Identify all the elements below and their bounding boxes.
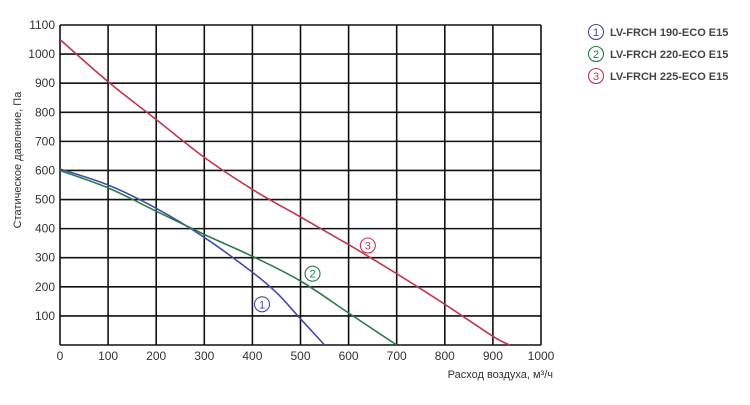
legend: 1 LV-FRCH 190-ECO E15 2 LV-FRCH 220-ECO E15… — [587, 23, 728, 85]
legend-marker-label-1: 1 — [593, 27, 599, 39]
legend-item-3: 3 LV-FRCH 225-ECO E15 — [587, 67, 728, 85]
series-line-2 — [59, 169, 398, 346]
y-tick-label-3: 400 — [35, 222, 55, 236]
y-tick-label-4: 500 — [35, 193, 55, 207]
y-tick-label-9: 1000 — [28, 47, 55, 61]
x-tick-label-8: 800 — [435, 349, 455, 363]
x-tick-label-10: 1000 — [528, 349, 555, 363]
x-tick-label-2: 200 — [146, 349, 166, 363]
y-tick-label-7: 800 — [35, 105, 55, 119]
y-tick-label-10: 1100 — [29, 18, 55, 32]
series-marker-3: 3 — [359, 237, 376, 254]
series-marker-circle-3 — [359, 237, 376, 254]
series-line-3 — [59, 38, 511, 346]
legend-label-3: LV-FRCH 225-ECO E15 — [610, 71, 728, 83]
x-tick-label-0: 0 — [57, 349, 64, 363]
legend-marker-circle-1 — [587, 23, 605, 41]
series-line-1 — [59, 168, 326, 346]
x-tick-label-1: 100 — [98, 349, 118, 363]
series-marker-label-1: 1 — [259, 299, 265, 311]
series-marker-circle-1 — [253, 296, 271, 313]
y-tick-label-5: 600 — [35, 163, 55, 177]
legend-label-1: LV-FRCH 190-ECO E15 — [610, 27, 728, 39]
series-lines — [59, 38, 511, 346]
x-tick-label-7: 700 — [387, 349, 407, 363]
legend-item-2: 2 LV-FRCH 220-ECO E15 — [587, 45, 728, 63]
x-axis-title: Расход воздуха, м³/ч — [448, 369, 553, 381]
series-marker-label-3: 3 — [365, 241, 371, 253]
y-tick-label-0: 100 — [35, 309, 55, 323]
x-tick-label-9: 900 — [483, 349, 503, 363]
tick-labels: 0 100 200 300 400 500 600 700 800 900 1000 100 200 30… — [28, 18, 554, 363]
x-tick-label-5: 500 — [290, 349, 310, 363]
x-tick-label-4: 400 — [242, 349, 262, 363]
y-tick-label-8: 900 — [35, 76, 55, 90]
series-markers: 1 2 3 — [253, 237, 376, 313]
y-tick-label-2: 300 — [35, 251, 55, 265]
legend-marker-circle-3 — [587, 67, 605, 85]
series-marker-label-2: 2 — [309, 269, 315, 281]
legend-item-1: 1 LV-FRCH 190-ECO E15 — [587, 23, 728, 41]
series-marker-1: 1 — [253, 296, 271, 313]
series-marker-2: 2 — [304, 265, 321, 282]
legend-label-2: LV-FRCH 220-ECO E15 — [610, 49, 728, 61]
grid — [59, 24, 542, 346]
x-tick-label-3: 300 — [194, 349, 214, 363]
legend-marker-label-3: 3 — [593, 71, 599, 83]
series-marker-circle-2 — [304, 265, 321, 282]
y-tick-label-6: 700 — [35, 134, 55, 148]
x-tick-label-6: 600 — [339, 349, 359, 363]
y-tick-label-1: 200 — [35, 280, 55, 294]
legend-marker-label-2: 2 — [593, 49, 599, 61]
y-axis-title: Статическое давление, Па — [12, 91, 24, 229]
legend-marker-circle-2 — [587, 45, 605, 63]
